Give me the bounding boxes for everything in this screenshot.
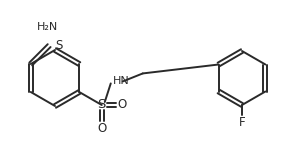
Text: S: S	[98, 99, 106, 112]
Text: H₂N: H₂N	[36, 22, 58, 32]
Text: HN: HN	[113, 76, 130, 86]
Text: O: O	[97, 121, 106, 135]
Text: F: F	[239, 116, 245, 129]
Text: O: O	[117, 99, 126, 112]
Text: S: S	[55, 39, 63, 52]
